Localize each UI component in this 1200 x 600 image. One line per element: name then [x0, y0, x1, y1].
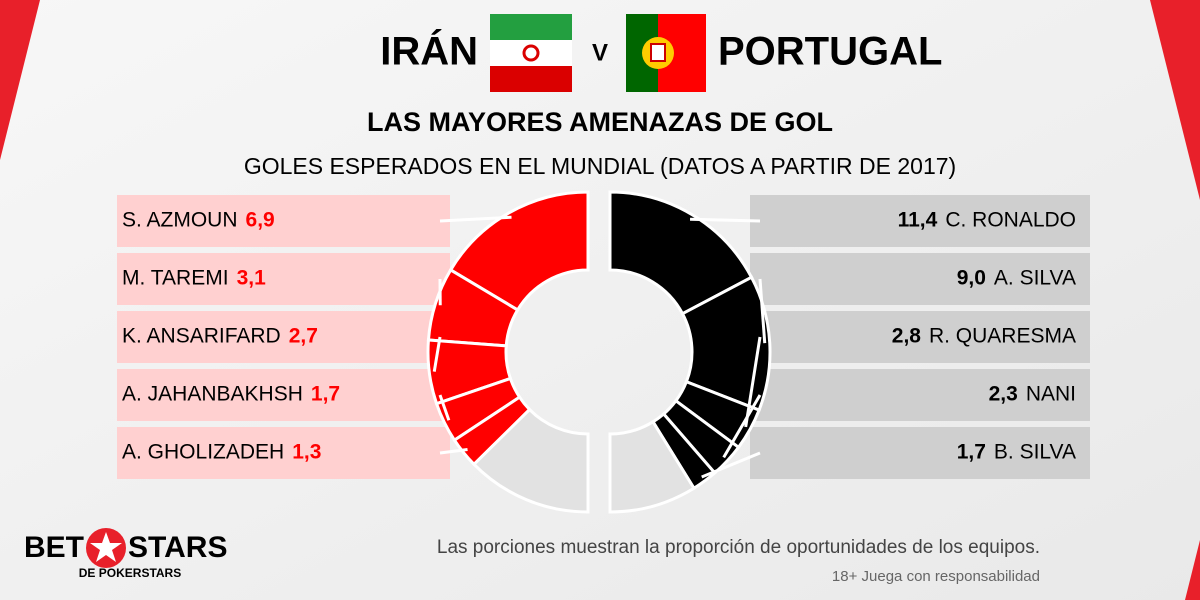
player-name: A. JAHANBAKHSH	[122, 383, 303, 406]
title: LAS MAYORES AMENAZAS DE GOL	[367, 107, 833, 137]
player-value: 2,3	[989, 383, 1018, 406]
remainder	[471, 407, 590, 514]
team-right: PORTUGAL	[718, 30, 942, 74]
player-name: K. ANSARIFARD	[122, 325, 281, 348]
team-left: IRÁN	[380, 29, 478, 74]
player-name: R. QUARESMA	[929, 325, 1076, 348]
corner	[1185, 540, 1200, 600]
player-name: B. SILVA	[994, 441, 1076, 464]
row-background	[117, 195, 450, 247]
player-name: NANI	[1026, 383, 1076, 406]
connector	[722, 394, 762, 459]
player-value: 1,7	[311, 383, 340, 406]
player-name: A. GHOLIZADEH	[122, 441, 284, 464]
connector	[758, 278, 767, 344]
row-background	[750, 427, 1090, 479]
logo-bet: BET	[24, 531, 84, 564]
row-background	[117, 253, 450, 305]
connector	[701, 451, 761, 479]
corner	[0, 0, 40, 160]
vs: V	[592, 39, 608, 66]
player-value: 11,4	[898, 209, 938, 232]
subtitle: GOLES ESPERADOS EN EL MUNDIAL (DATOS A P…	[244, 153, 956, 179]
player-name: S. AZMOUN	[122, 209, 238, 232]
corner	[1150, 0, 1200, 200]
connector	[439, 448, 468, 455]
flag-portugal	[626, 14, 706, 92]
row-background	[117, 369, 450, 421]
segment	[608, 190, 754, 316]
player-value: 6,9	[246, 209, 275, 232]
row-background	[750, 195, 1090, 247]
row-background	[750, 369, 1090, 421]
row-background	[750, 311, 1090, 363]
player-name: M. TAREMI	[122, 267, 229, 290]
connector	[432, 336, 442, 372]
player-value: 1,7	[957, 441, 986, 464]
logo-stars: STARS	[128, 531, 227, 564]
row-background	[750, 253, 1090, 305]
flag-iran	[490, 14, 572, 92]
age-notice: 18+ Juega con responsabilidad	[832, 568, 1040, 585]
connector	[744, 336, 762, 428]
player-name: A. SILVA	[994, 267, 1076, 290]
connector	[438, 394, 451, 421]
logo-sub: DE POKERSTARS	[79, 566, 181, 580]
player-value: 3,1	[237, 267, 267, 290]
note: Las porciones muestran la proporción de …	[437, 537, 1040, 558]
player-value: 1,3	[292, 441, 321, 464]
chart: S. AZMOUN 6,9 M. TAREMI 3,1 K. ANSARIFARD 2,7…	[117, 190, 1090, 514]
player-value: 9,0	[957, 267, 986, 290]
player-value: 2,7	[289, 325, 318, 348]
row-background	[117, 311, 450, 363]
remainder	[608, 419, 696, 514]
connector	[439, 215, 512, 223]
logo: BET STARS DE POKERSTARS	[24, 528, 227, 580]
row-background	[117, 427, 450, 479]
connector	[690, 217, 761, 223]
player-value: 2,8	[892, 325, 922, 348]
player-name: C. RONALDO	[945, 209, 1076, 232]
